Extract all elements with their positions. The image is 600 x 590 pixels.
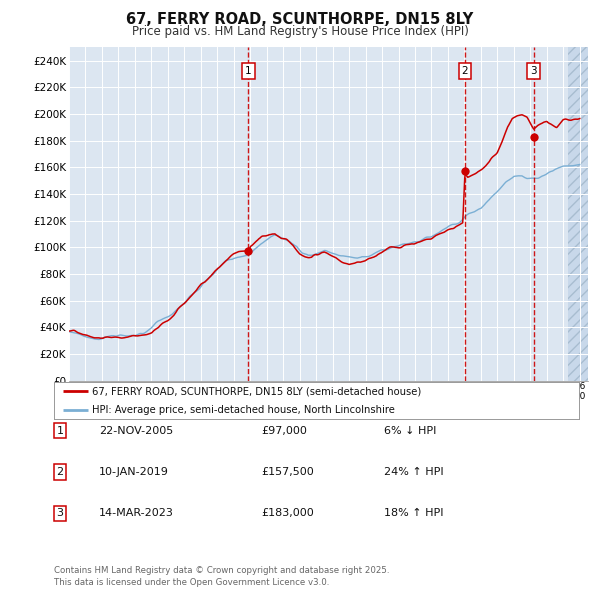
Text: 3: 3	[530, 66, 537, 76]
Text: 67, FERRY ROAD, SCUNTHORPE, DN15 8LY (semi-detached house): 67, FERRY ROAD, SCUNTHORPE, DN15 8LY (se…	[92, 386, 421, 396]
Text: 67, FERRY ROAD, SCUNTHORPE, DN15 8LY: 67, FERRY ROAD, SCUNTHORPE, DN15 8LY	[127, 12, 473, 27]
Text: Price paid vs. HM Land Registry's House Price Index (HPI): Price paid vs. HM Land Registry's House …	[131, 25, 469, 38]
Text: £183,000: £183,000	[261, 509, 314, 518]
Text: 14-MAR-2023: 14-MAR-2023	[99, 509, 174, 518]
Text: 2: 2	[56, 467, 64, 477]
Text: £157,500: £157,500	[261, 467, 314, 477]
Text: 1: 1	[245, 66, 252, 76]
Text: 22-NOV-2005: 22-NOV-2005	[99, 426, 173, 435]
Text: 1: 1	[56, 426, 64, 435]
Text: HPI: Average price, semi-detached house, North Lincolnshire: HPI: Average price, semi-detached house,…	[92, 405, 395, 415]
Text: 24% ↑ HPI: 24% ↑ HPI	[384, 467, 443, 477]
Text: 6% ↓ HPI: 6% ↓ HPI	[384, 426, 436, 435]
Text: 2: 2	[461, 66, 468, 76]
Text: £97,000: £97,000	[261, 426, 307, 435]
Text: 3: 3	[56, 509, 64, 518]
Text: 10-JAN-2019: 10-JAN-2019	[99, 467, 169, 477]
Bar	[568, 47, 596, 381]
Text: 18% ↑ HPI: 18% ↑ HPI	[384, 509, 443, 518]
Text: Contains HM Land Registry data © Crown copyright and database right 2025.
This d: Contains HM Land Registry data © Crown c…	[54, 566, 389, 587]
